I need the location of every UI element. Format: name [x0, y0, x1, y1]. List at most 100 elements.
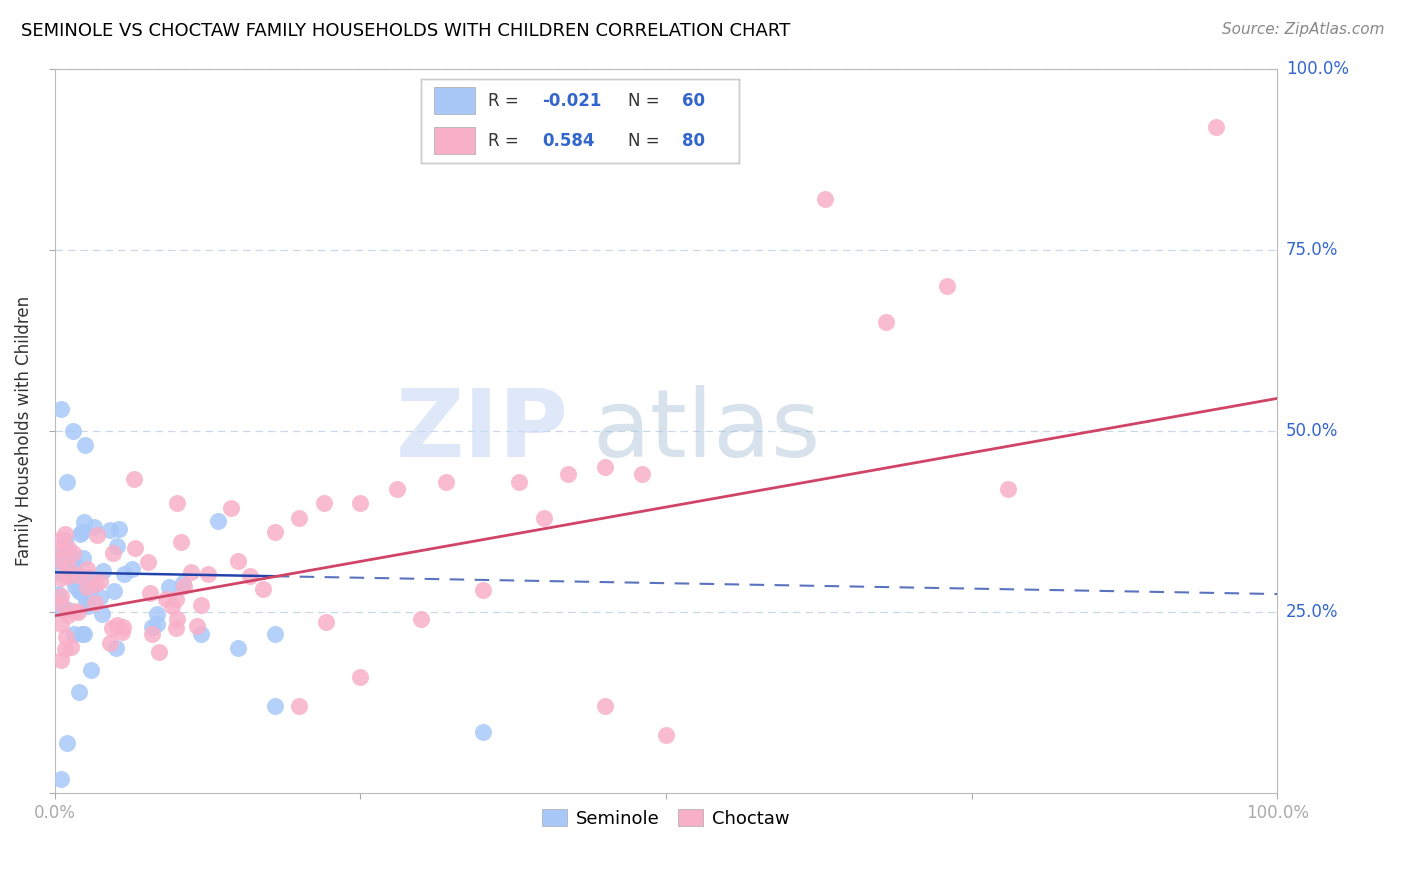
Point [83, 597, 105, 611]
Point [67, 685, 90, 699]
Point [165, 592, 187, 607]
Point [59, 551, 82, 566]
Point [101, 546, 124, 560]
Point [508, 475, 530, 489]
Point [67, 605, 90, 619]
Point [312, 496, 335, 510]
Point [288, 511, 311, 525]
Point [411, 612, 433, 626]
Point [55, 630, 77, 644]
Point [56, 607, 79, 622]
Point [46, 587, 69, 601]
Point [471, 724, 494, 739]
Point [557, 467, 579, 482]
Point [49, 602, 72, 616]
Text: 25.0%: 25.0% [1286, 603, 1339, 621]
Point [80, 663, 103, 677]
Point [49, 541, 72, 556]
Point [226, 641, 249, 656]
Point [207, 514, 229, 528]
Point [385, 482, 408, 496]
Point [263, 627, 285, 641]
Point [98, 636, 121, 650]
Point [56, 563, 79, 577]
Point [58, 545, 80, 559]
Text: 75.0%: 75.0% [1286, 241, 1339, 259]
Point [75, 438, 97, 452]
Point [315, 615, 337, 629]
Point [166, 612, 188, 626]
Legend: Seminole, Choctaw: Seminole, Choctaw [534, 802, 797, 835]
Point [136, 556, 159, 570]
Point [49, 589, 72, 603]
Point [1205, 120, 1227, 134]
Point [226, 554, 249, 568]
Point [124, 541, 146, 555]
Text: Source: ZipAtlas.com: Source: ZipAtlas.com [1222, 22, 1385, 37]
Point [349, 496, 371, 510]
Point [49, 653, 72, 667]
Point [73, 516, 96, 530]
Point [63, 579, 86, 593]
Point [434, 475, 457, 489]
Point [875, 315, 897, 329]
Point [239, 569, 262, 583]
Point [46, 565, 69, 579]
Point [76, 561, 98, 575]
Point [180, 565, 202, 579]
Point [62, 604, 84, 618]
Text: 100.0%: 100.0% [1286, 60, 1348, 78]
Point [471, 583, 494, 598]
Point [166, 496, 188, 510]
Point [56, 541, 79, 555]
Text: ZIP: ZIP [395, 385, 568, 477]
Point [349, 670, 371, 684]
Point [105, 618, 128, 632]
Point [98, 524, 121, 538]
Point [121, 561, 143, 575]
Point [53, 642, 76, 657]
Point [70, 627, 93, 641]
Point [190, 598, 212, 612]
Point [997, 482, 1019, 496]
Point [219, 501, 242, 516]
Point [170, 535, 193, 549]
Point [49, 597, 72, 611]
Point [62, 572, 84, 586]
Point [49, 532, 72, 546]
Point [72, 550, 94, 565]
Point [533, 511, 555, 525]
Point [105, 539, 128, 553]
Point [157, 581, 180, 595]
Point [67, 567, 90, 582]
Point [62, 424, 84, 438]
Point [112, 566, 135, 581]
Point [593, 699, 616, 714]
Text: 50.0%: 50.0% [1286, 422, 1339, 440]
Point [46, 591, 69, 605]
Point [103, 583, 125, 598]
Point [69, 527, 91, 541]
Point [67, 583, 90, 598]
Point [80, 580, 103, 594]
Point [63, 556, 86, 570]
Point [146, 617, 169, 632]
Point [139, 586, 162, 600]
Point [108, 522, 131, 536]
Point [69, 572, 91, 586]
Point [90, 607, 112, 622]
Point [593, 460, 616, 475]
Point [46, 549, 69, 563]
Point [56, 559, 79, 574]
Point [73, 627, 96, 641]
Point [49, 616, 72, 631]
Text: SEMINOLE VS CHOCTAW FAMILY HOUSEHOLDS WITH CHILDREN CORRELATION CHART: SEMINOLE VS CHOCTAW FAMILY HOUSEHOLDS WI… [21, 22, 790, 40]
Point [83, 520, 105, 534]
Point [122, 472, 145, 486]
Point [53, 533, 76, 548]
Point [141, 620, 163, 634]
Point [63, 627, 86, 641]
Point [53, 549, 76, 564]
Point [104, 641, 127, 656]
Point [263, 525, 285, 540]
